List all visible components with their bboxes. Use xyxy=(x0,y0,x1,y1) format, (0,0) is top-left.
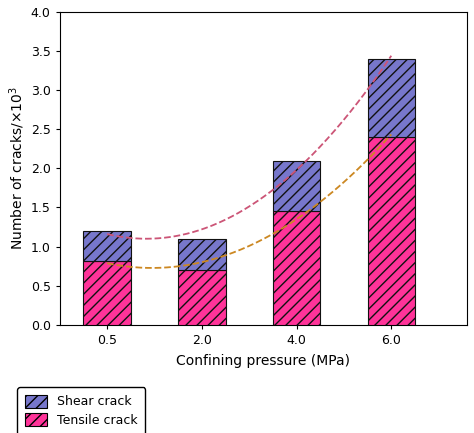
Bar xyxy=(273,161,320,211)
Bar xyxy=(178,239,226,270)
Bar xyxy=(83,231,131,261)
Bar xyxy=(178,270,226,325)
Y-axis label: Number of cracks/×$10^3$: Number of cracks/×$10^3$ xyxy=(7,86,27,250)
X-axis label: Confining pressure (MPa): Confining pressure (MPa) xyxy=(176,354,350,368)
Legend: Shear crack, Tensile crack: Shear crack, Tensile crack xyxy=(17,387,145,433)
Bar xyxy=(83,261,131,325)
Bar xyxy=(368,137,415,325)
Bar xyxy=(273,211,320,325)
Bar xyxy=(368,59,415,137)
